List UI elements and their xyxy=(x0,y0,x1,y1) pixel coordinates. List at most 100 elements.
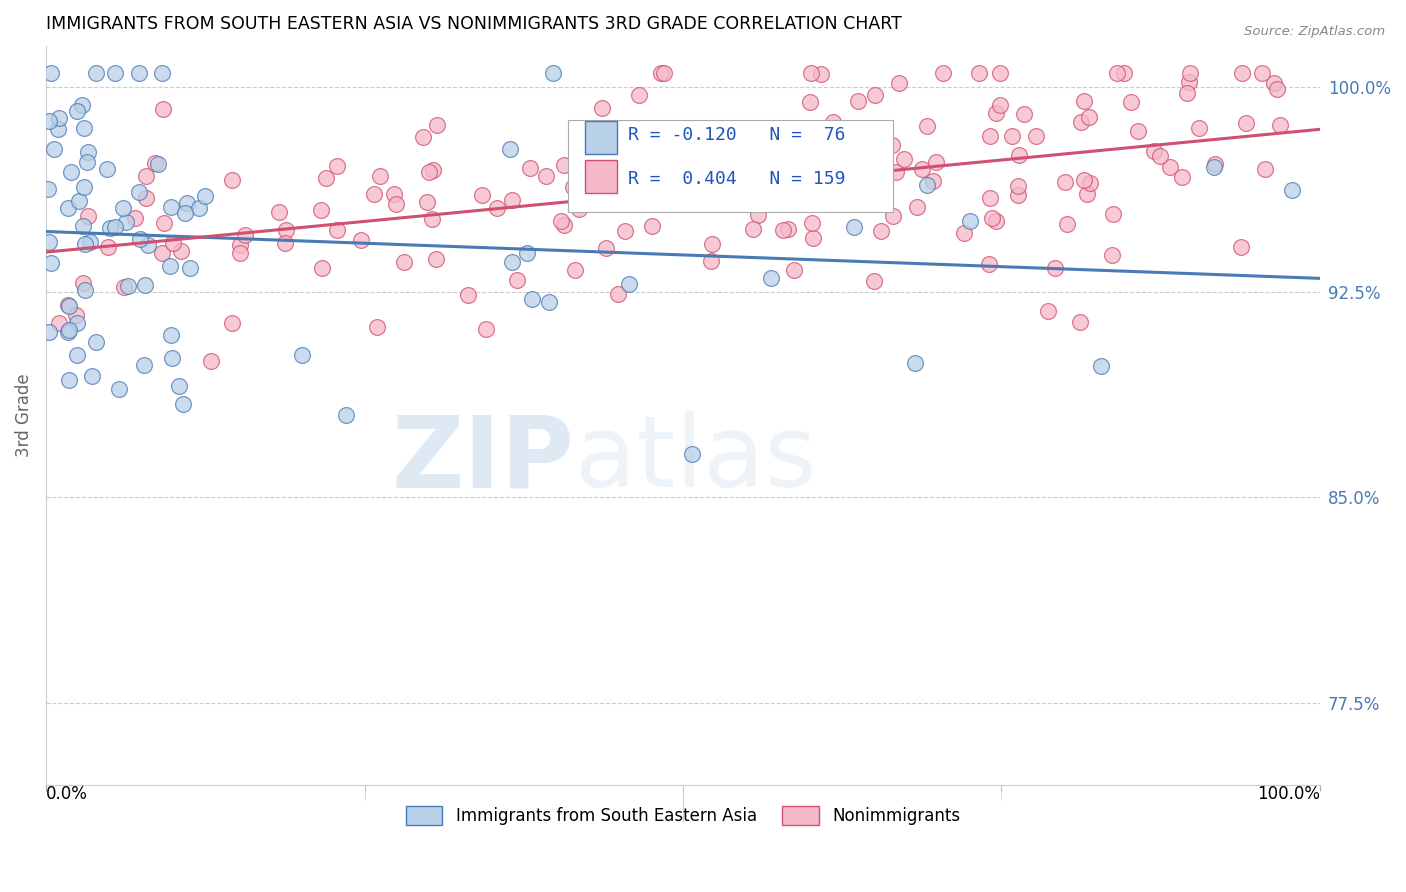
Point xyxy=(704,193,727,207)
Point xyxy=(979,191,1001,205)
Text: ZIP: ZIP xyxy=(392,411,575,508)
Point xyxy=(97,240,120,254)
Point xyxy=(38,235,60,249)
Point xyxy=(70,97,93,112)
Point xyxy=(783,263,806,277)
Text: R =  0.404   N = 159: R = 0.404 N = 159 xyxy=(628,169,845,188)
Point xyxy=(229,245,252,260)
Point xyxy=(516,245,538,260)
Point xyxy=(990,98,1012,112)
Point xyxy=(1188,120,1211,135)
Point xyxy=(194,188,217,202)
Point xyxy=(146,157,169,171)
Point xyxy=(1159,160,1181,174)
Point xyxy=(550,213,572,227)
Point xyxy=(745,171,768,186)
Point xyxy=(73,179,96,194)
Point xyxy=(134,278,156,293)
Point xyxy=(233,227,256,242)
Point xyxy=(129,232,152,246)
Point xyxy=(700,253,723,268)
Point xyxy=(506,272,529,286)
Point xyxy=(67,194,90,208)
Text: 100.0%: 100.0% xyxy=(1257,785,1320,803)
Point xyxy=(56,202,79,216)
Point xyxy=(1254,162,1277,177)
Point xyxy=(291,348,314,362)
Point xyxy=(562,180,585,194)
Point xyxy=(66,316,89,330)
Point xyxy=(591,101,613,115)
Point xyxy=(72,276,94,290)
Point xyxy=(884,165,907,179)
Point xyxy=(128,185,150,199)
Point xyxy=(416,195,439,210)
Point xyxy=(915,178,938,193)
Point xyxy=(882,137,904,152)
Point xyxy=(1251,66,1274,80)
Point xyxy=(392,254,415,268)
Point xyxy=(76,209,98,223)
Point xyxy=(501,194,523,208)
Point xyxy=(844,144,866,158)
Point xyxy=(44,142,66,156)
Point xyxy=(72,219,94,234)
Point xyxy=(73,237,96,252)
Point xyxy=(309,202,332,217)
Point xyxy=(170,244,193,259)
Point xyxy=(967,66,990,80)
Point xyxy=(1080,176,1102,190)
Point xyxy=(1178,75,1201,89)
Point xyxy=(471,188,494,202)
Text: 0.0%: 0.0% xyxy=(46,785,89,803)
Y-axis label: 3rd Grade: 3rd Grade xyxy=(15,374,32,457)
Point xyxy=(104,219,127,234)
Point xyxy=(104,66,127,80)
Point xyxy=(1119,95,1142,110)
Point xyxy=(606,287,628,301)
Point xyxy=(650,66,672,80)
Point xyxy=(810,68,832,82)
Point xyxy=(932,66,955,80)
Point xyxy=(887,76,910,90)
Point xyxy=(1069,315,1091,329)
Point xyxy=(564,262,586,277)
Point xyxy=(742,222,765,236)
Point xyxy=(187,202,209,216)
Point xyxy=(800,66,823,80)
Point xyxy=(953,227,976,241)
Point xyxy=(370,169,392,184)
Point xyxy=(422,163,444,178)
Point xyxy=(747,208,769,222)
Point xyxy=(905,200,928,214)
Point xyxy=(363,187,385,202)
Point xyxy=(681,447,703,461)
Point xyxy=(761,270,783,285)
Text: Source: ZipAtlas.com: Source: ZipAtlas.com xyxy=(1244,25,1385,38)
Point xyxy=(48,122,70,136)
Point xyxy=(76,154,98,169)
Point xyxy=(79,235,101,249)
Point xyxy=(111,202,134,216)
Point xyxy=(583,169,606,184)
Point xyxy=(499,142,522,156)
Point xyxy=(58,373,80,387)
Point xyxy=(627,88,650,103)
Point xyxy=(66,348,89,362)
Point xyxy=(1202,161,1225,175)
Point xyxy=(800,216,823,230)
Point xyxy=(65,308,87,322)
Point xyxy=(1070,115,1092,129)
Point xyxy=(153,216,176,230)
Point xyxy=(221,316,243,330)
Point xyxy=(425,252,447,266)
Point xyxy=(58,299,80,313)
Point xyxy=(56,298,79,312)
Point xyxy=(799,95,821,109)
Point xyxy=(534,169,557,183)
Point xyxy=(38,114,60,128)
Point xyxy=(1149,149,1171,163)
Point xyxy=(640,219,662,233)
Point xyxy=(1076,186,1098,201)
Point xyxy=(221,173,243,187)
